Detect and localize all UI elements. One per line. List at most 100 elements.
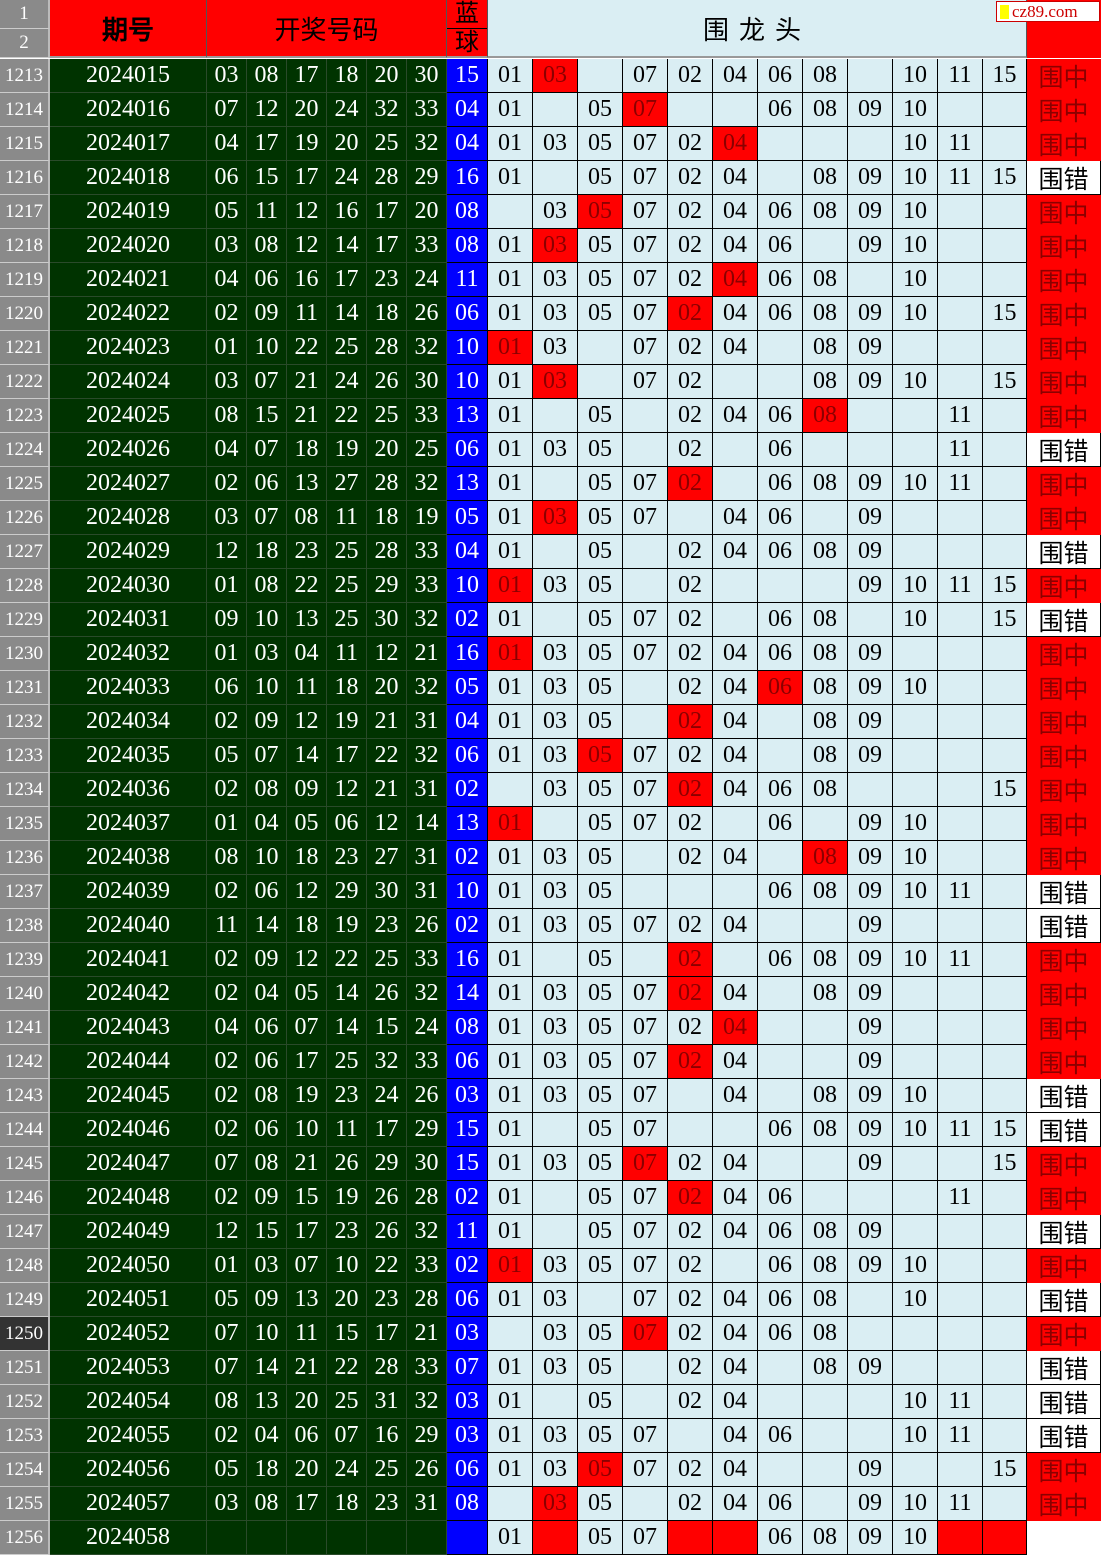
number-cell[interactable]: 09 [247, 943, 287, 977]
number-cell[interactable]: 13 [287, 603, 327, 637]
group-cell[interactable]: 07 [623, 1249, 668, 1283]
number-cell[interactable]: 11 [327, 501, 367, 535]
row-header-2[interactable]: 2 [0, 29, 50, 58]
group-cell[interactable]: 15 [983, 569, 1027, 603]
number-cell[interactable]: 15 [247, 1215, 287, 1249]
group-cell[interactable]: 07 [623, 297, 668, 331]
number-cell[interactable]: 07 [207, 1317, 247, 1351]
group-cell[interactable] [623, 1351, 668, 1385]
group-cell[interactable]: 02 [668, 1147, 713, 1181]
group-cell[interactable]: 04 [713, 1487, 758, 1521]
number-cell[interactable]: 24 [327, 161, 367, 195]
group-cell[interactable]: 08 [803, 1351, 848, 1385]
group-cell[interactable] [758, 909, 803, 943]
group-cell[interactable]: 02 [668, 1045, 713, 1079]
period-cell[interactable]: 2024022 [50, 297, 207, 331]
group-cell[interactable]: 11 [938, 1385, 983, 1419]
result-cell[interactable]: 围错 [1027, 433, 1101, 467]
number-cell[interactable]: 25 [327, 1385, 367, 1419]
group-cell[interactable] [983, 331, 1027, 365]
row-header[interactable]: 1221 [0, 331, 50, 365]
group-cell[interactable]: 03 [533, 1249, 578, 1283]
period-cell[interactable]: 2024035 [50, 739, 207, 773]
group-cell[interactable]: 07 [623, 263, 668, 297]
result-cell[interactable]: 围中 [1027, 943, 1101, 977]
number-cell[interactable]: 10 [247, 603, 287, 637]
group-cell[interactable] [938, 1249, 983, 1283]
group-cell[interactable]: 10 [893, 297, 938, 331]
row-header[interactable]: 1227 [0, 535, 50, 569]
group-cell[interactable]: 01 [488, 127, 533, 161]
group-cell[interactable]: 05 [578, 977, 623, 1011]
group-cell[interactable]: 05 [578, 433, 623, 467]
group-cell[interactable] [893, 739, 938, 773]
number-cell[interactable]: 10 [247, 1317, 287, 1351]
group-cell[interactable]: 02 [668, 297, 713, 331]
row-header[interactable]: 1231 [0, 671, 50, 705]
group-cell[interactable] [848, 603, 893, 637]
number-cell[interactable]: 11 [287, 1317, 327, 1351]
group-cell[interactable] [668, 1079, 713, 1113]
group-cell[interactable]: 09 [848, 1011, 893, 1045]
group-cell[interactable]: 04 [713, 773, 758, 807]
group-cell[interactable]: 11 [938, 467, 983, 501]
result-cell[interactable]: 围错 [1027, 1385, 1101, 1419]
result-cell[interactable]: 围中 [1027, 501, 1101, 535]
group-cell[interactable] [533, 1521, 578, 1555]
blue-ball-cell[interactable]: 08 [447, 1011, 488, 1045]
group-cell[interactable] [713, 875, 758, 909]
number-cell[interactable]: 04 [207, 127, 247, 161]
group-cell[interactable]: 04 [713, 1147, 758, 1181]
number-cell[interactable]: 19 [327, 705, 367, 739]
period-cell[interactable]: 2024058 [50, 1521, 207, 1555]
number-cell[interactable]: 23 [367, 909, 407, 943]
group-cell[interactable] [983, 1181, 1027, 1215]
number-cell[interactable]: 18 [327, 59, 367, 93]
number-cell[interactable]: 06 [207, 671, 247, 705]
group-cell[interactable]: 01 [488, 1453, 533, 1487]
number-cell[interactable]: 08 [207, 399, 247, 433]
group-cell[interactable]: 15 [983, 773, 1027, 807]
group-cell[interactable]: 04 [713, 977, 758, 1011]
blue-ball-cell[interactable]: 03 [447, 1079, 488, 1113]
group-cell[interactable]: 01 [488, 943, 533, 977]
result-cell[interactable]: 围中 [1027, 1317, 1101, 1351]
number-cell[interactable]: 07 [207, 1147, 247, 1181]
group-cell[interactable] [803, 1011, 848, 1045]
number-cell[interactable]: 01 [207, 637, 247, 671]
number-cell[interactable]: 16 [327, 195, 367, 229]
group-cell[interactable]: 05 [578, 1011, 623, 1045]
group-cell[interactable]: 04 [713, 161, 758, 195]
period-cell[interactable]: 2024044 [50, 1045, 207, 1079]
number-cell[interactable]: 17 [287, 1487, 327, 1521]
group-cell[interactable] [488, 195, 533, 229]
result-cell[interactable]: 围中 [1027, 297, 1101, 331]
group-cell[interactable]: 03 [533, 773, 578, 807]
group-cell[interactable] [848, 59, 893, 93]
number-cell[interactable]: 06 [327, 807, 367, 841]
group-cell[interactable] [893, 399, 938, 433]
group-cell[interactable]: 10 [893, 1079, 938, 1113]
row-header[interactable]: 1242 [0, 1045, 50, 1079]
number-cell[interactable]: 26 [327, 1147, 367, 1181]
group-cell[interactable]: 01 [488, 671, 533, 705]
number-cell[interactable]: 20 [367, 671, 407, 705]
group-cell[interactable]: 05 [578, 1487, 623, 1521]
group-cell[interactable] [938, 705, 983, 739]
group-cell[interactable]: 07 [623, 1419, 668, 1453]
group-cell[interactable]: 10 [893, 467, 938, 501]
number-cell[interactable]: 30 [367, 875, 407, 909]
number-cell[interactable]: 23 [367, 1487, 407, 1521]
group-cell[interactable] [893, 1453, 938, 1487]
group-cell[interactable] [938, 263, 983, 297]
group-cell[interactable]: 07 [623, 909, 668, 943]
number-cell[interactable]: 23 [287, 535, 327, 569]
number-cell[interactable]: 16 [287, 263, 327, 297]
group-cell[interactable]: 07 [623, 501, 668, 535]
number-cell[interactable]: 09 [287, 773, 327, 807]
group-cell[interactable] [983, 1351, 1027, 1385]
row-header[interactable]: 1252 [0, 1385, 50, 1419]
group-cell[interactable]: 02 [668, 1249, 713, 1283]
group-cell[interactable]: 08 [803, 535, 848, 569]
group-cell[interactable]: 04 [713, 297, 758, 331]
